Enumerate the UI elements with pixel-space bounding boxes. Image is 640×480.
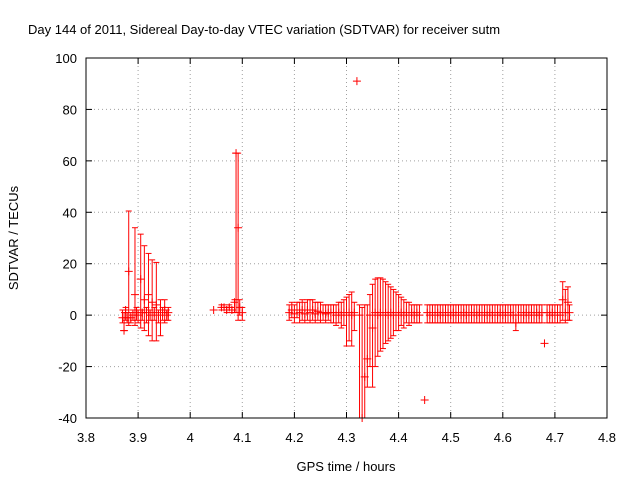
data-point [164,306,173,321]
plus-marker [140,295,149,304]
x-tick-label: 4.2 [285,430,303,445]
data-point [209,306,218,314]
data-point [298,299,307,321]
y-tick-label: -20 [58,360,77,375]
data-point [150,306,159,321]
plus-marker [146,311,155,320]
data-point [132,306,141,321]
plus-marker [148,298,157,307]
series-sdtvar [118,77,574,422]
data-point [138,308,147,321]
y-tick-label: 0 [70,308,77,323]
data-point [130,227,139,326]
data-point [342,296,351,347]
plus-marker [420,396,429,404]
data-point [300,301,309,324]
x-tick-label: 4.5 [442,430,460,445]
data-point [144,252,153,337]
plus-marker [350,308,359,317]
x-tick-label: 4.3 [337,430,355,445]
x-tick-label: 3.9 [129,430,147,445]
plus-marker [154,311,163,320]
data-point [140,245,149,332]
data-point [148,259,157,342]
y-tick-label: -40 [58,411,77,426]
x-tick-label: 4.6 [494,430,512,445]
data-point [160,299,169,324]
x-tick-label: 4.4 [390,430,408,445]
y-tick-label: 40 [63,205,77,220]
plus-marker [230,298,239,307]
plus-marker [124,267,133,276]
data-point [158,306,167,321]
x-tick-label: 4.1 [233,430,251,445]
grid [86,58,607,418]
plus-marker [234,223,243,232]
plus-marker [136,275,145,284]
data-point [363,304,372,388]
plus-marker [415,311,424,320]
data-point [420,396,429,404]
data-point [565,304,574,321]
plus-marker [150,308,159,317]
x-axis-label: GPS time / hours [297,459,396,474]
data-point [352,77,361,86]
data-point [561,288,570,324]
data-point [332,304,341,326]
y-axis-label: SDTVAR / TECUs [6,185,21,290]
plus-marker [144,290,153,299]
y-tick-label: 20 [63,257,77,272]
data-point [162,309,171,321]
data-point [238,306,247,321]
y-tick-label: 80 [63,102,77,117]
plus-marker [152,300,161,309]
data-point [146,309,155,321]
data-point [350,301,359,332]
plus-marker [120,326,129,335]
data-point [415,304,424,324]
y-tick-label: 60 [63,154,77,169]
data-point [152,261,161,342]
x-tick-label: 4.8 [598,430,616,445]
plus-marker [130,290,139,299]
plus-marker [540,339,549,348]
data-point [124,210,133,326]
data-point [558,281,567,321]
y-tick-label: 100 [55,51,77,66]
data-point [290,304,299,324]
data-point [234,152,243,321]
data-point [154,309,163,324]
plus-marker [565,308,574,317]
x-tick-label: 3.8 [77,430,95,445]
x-tick-label: 4 [187,430,194,445]
plus-marker [164,308,173,317]
data-point [232,149,241,314]
data-point [306,299,315,324]
data-point [345,294,354,342]
plus-marker [352,77,361,86]
plus-marker [238,308,247,317]
data-point [540,339,549,348]
x-tick-label: 4.7 [546,430,564,445]
chart-title: Day 144 of 2011, Sidereal Day-to-day VTE… [28,22,500,37]
axes: 3.8 3.9 4 4.1 4.2 4.3 4.4 4.5 4.6 4.7 4.8 -40 -20 0 20… [55,51,616,445]
data-point [126,312,135,324]
plus-marker [209,306,218,314]
data-point [365,294,374,368]
